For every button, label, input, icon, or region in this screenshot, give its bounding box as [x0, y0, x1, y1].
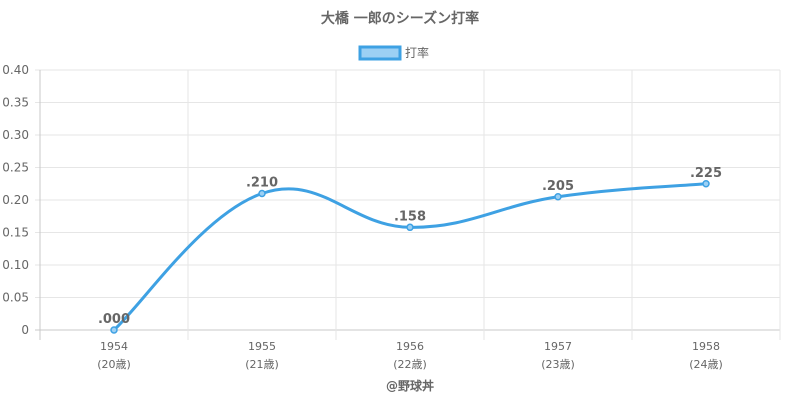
x-tick-label: 1954 [100, 340, 128, 353]
data-point[interactable] [554, 193, 562, 201]
chart-title: 大橋 一郎のシーズン打率 [321, 10, 479, 27]
x-tick-label: 1956 [396, 340, 424, 353]
data-label: .000 [98, 312, 130, 327]
grid [35, 69, 781, 340]
x-tick-label: 1958 [692, 340, 720, 353]
data-label: .158 [394, 209, 426, 224]
credit-text: @野球丼 [386, 378, 434, 393]
y-tick-label: 0.25 [2, 161, 29, 175]
legend[interactable]: 打率 [358, 45, 429, 61]
legend-swatch[interactable] [358, 45, 402, 61]
y-tick-label: 0 [21, 323, 29, 337]
data-label: .225 [690, 166, 722, 181]
data-labels: .000 .210 .158 .205 .225 [98, 166, 722, 327]
y-tick-label: 0.15 [2, 226, 29, 240]
x-tick-sublabel: (20歳) [97, 358, 131, 371]
x-tick-sublabel: (22歳) [393, 358, 427, 371]
y-tick-label: 0.40 [2, 63, 29, 77]
series-line [112, 182, 707, 332]
data-label: .210 [246, 176, 278, 191]
y-tick-label: 0.05 [2, 291, 29, 305]
x-axis: 1954 (20歳) 1955 (21歳) 1956 (22歳) 1957 (23歳) 1958… [97, 340, 723, 371]
x-tick-sublabel: (24歳) [689, 358, 723, 371]
data-point[interactable] [702, 180, 710, 188]
x-tick-sublabel: (23歳) [541, 358, 575, 371]
x-tick-sublabel: (21歳) [245, 358, 279, 371]
y-tick-label: 0.30 [2, 128, 29, 142]
data-label: .205 [542, 179, 574, 194]
y-axis: 0 0.05 0.10 0.15 0.20 0.25 0.30 0.35 0.40 [2, 63, 29, 337]
series-batting-average [110, 180, 710, 334]
data-point[interactable] [406, 223, 414, 232]
data-point[interactable] [258, 189, 266, 198]
y-tick-label: 0.20 [2, 193, 29, 207]
y-tick-label: 0.10 [2, 258, 29, 272]
y-tick-label: 0.35 [2, 96, 29, 110]
data-point[interactable] [110, 326, 118, 334]
legend-label[interactable]: 打率 [405, 45, 429, 60]
x-tick-label: 1957 [544, 340, 572, 353]
x-tick-label: 1955 [248, 340, 276, 353]
